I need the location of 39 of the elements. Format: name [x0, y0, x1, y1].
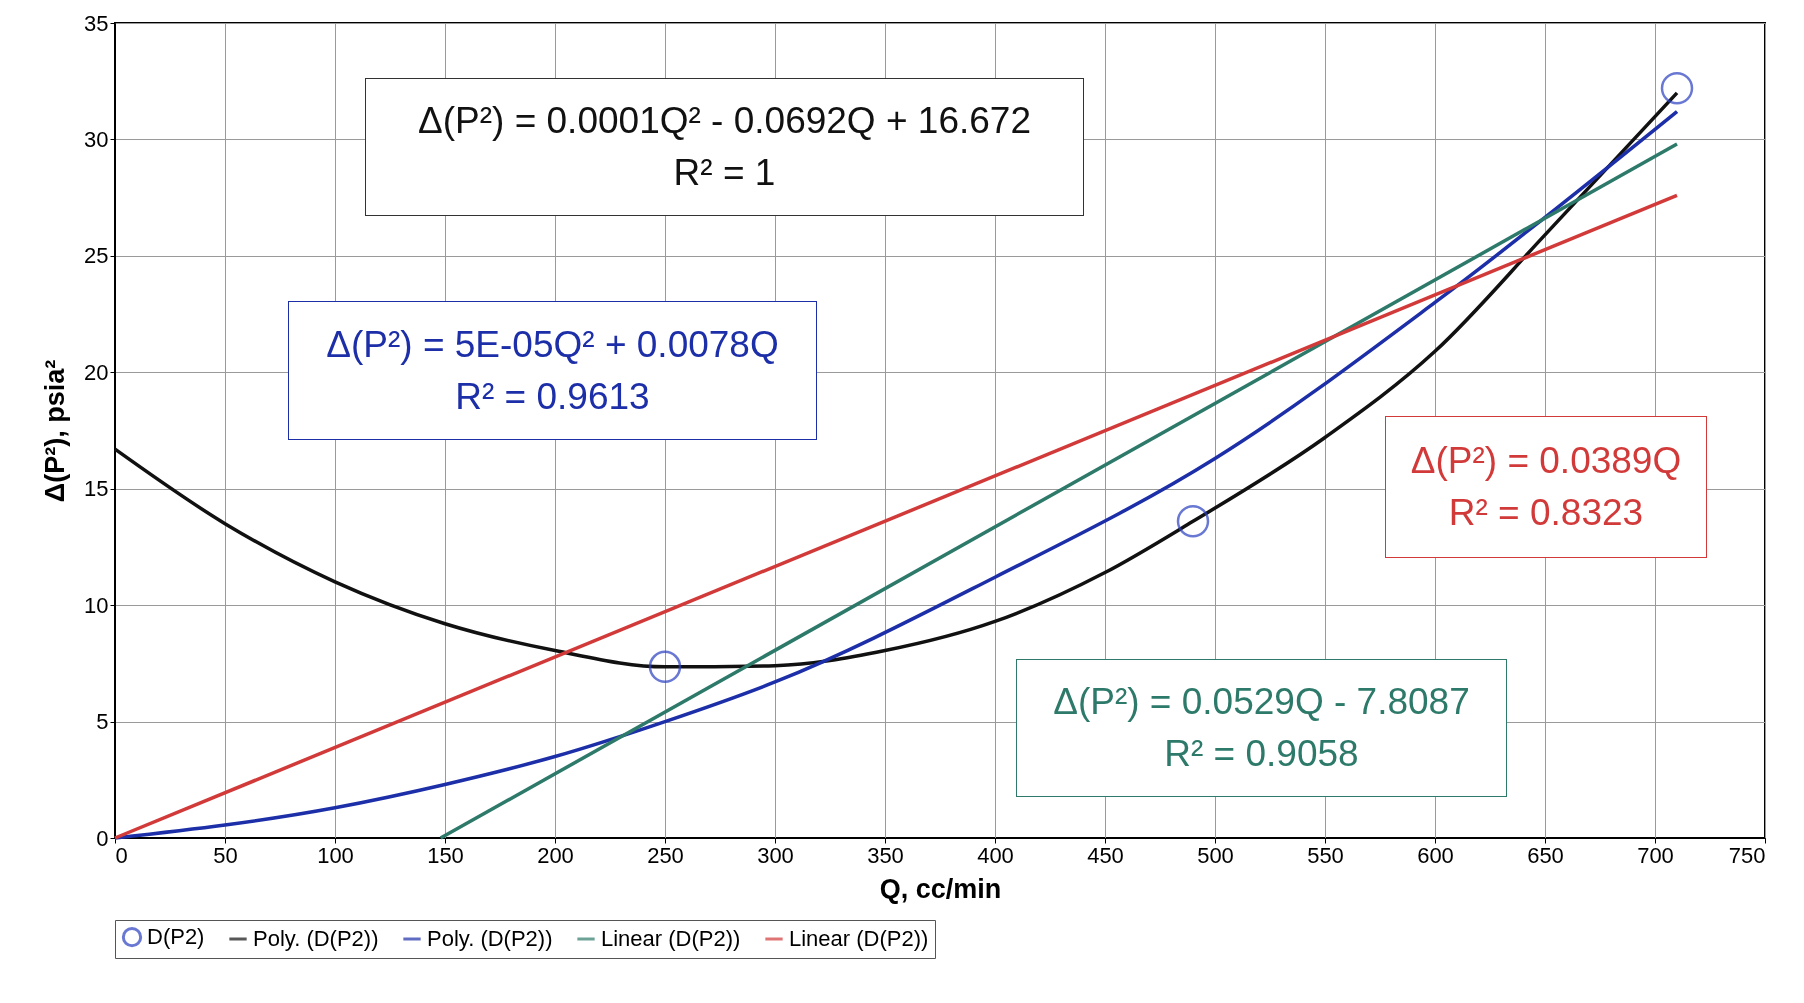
x-tick-label: 750 [1728, 842, 1766, 868]
x-tick-label: 50 [213, 842, 238, 868]
x-tick-label: 350 [867, 842, 904, 868]
y-tick-label: 25 [84, 243, 109, 269]
y-tick-label: 0 [96, 825, 109, 851]
annotation: Δ(P²) = 0.0001Q² - 0.0692Q + 16.672 R² = 1 [365, 78, 1084, 216]
y-tick-label: 20 [84, 359, 109, 385]
legend-label: Poly. (D(P2)) [253, 926, 379, 951]
x-tick-label: 0 [115, 842, 128, 868]
legend-label: D(P2) [147, 924, 205, 950]
x-tick-label: 200 [537, 842, 574, 868]
x-tick-label: 500 [1197, 842, 1234, 868]
x-tick-label: 700 [1637, 842, 1674, 868]
y-tick-label: 10 [84, 592, 109, 618]
annotation: Δ(P²) = 0.0529Q - 7.8087 R² = 0.9058 [1016, 659, 1507, 797]
legend-label: Poly. (D(P2)) [427, 926, 553, 951]
x-tick-label: 300 [757, 842, 794, 868]
point [648, 650, 682, 684]
y-axis-title: Δ(P²), psia² [40, 359, 71, 503]
x-tick-label: 250 [647, 842, 684, 868]
x-axis-title: Q, cc/min [879, 873, 1002, 904]
line-series [113, 91, 1679, 669]
y-tick-label: 15 [84, 476, 109, 502]
legend-label: Linear (D(P2)) [601, 926, 741, 951]
x-tick-label: 100 [317, 842, 354, 868]
y-tick-label: 5 [96, 709, 109, 735]
x-tick-label: 650 [1527, 842, 1564, 868]
annotation: Δ(P²) = 5E-05Q² + 0.0078Q R² = 0.9613 [288, 301, 817, 440]
x-tick-label: 150 [427, 842, 464, 868]
y-tick-label: 35 [84, 10, 109, 36]
x-tick-label: 400 [977, 842, 1014, 868]
x-tick-label: 600 [1417, 842, 1454, 868]
legend-label: Linear (D(P2)) [789, 926, 929, 951]
x-tick-label: 550 [1307, 842, 1344, 868]
annotation: Δ(P²) = 0.0389Q R² = 0.8323 [1385, 416, 1707, 558]
x-tick-label: 450 [1087, 842, 1124, 868]
point [1176, 505, 1210, 538]
y-tick-label: 30 [84, 126, 109, 152]
point [1660, 71, 1694, 105]
